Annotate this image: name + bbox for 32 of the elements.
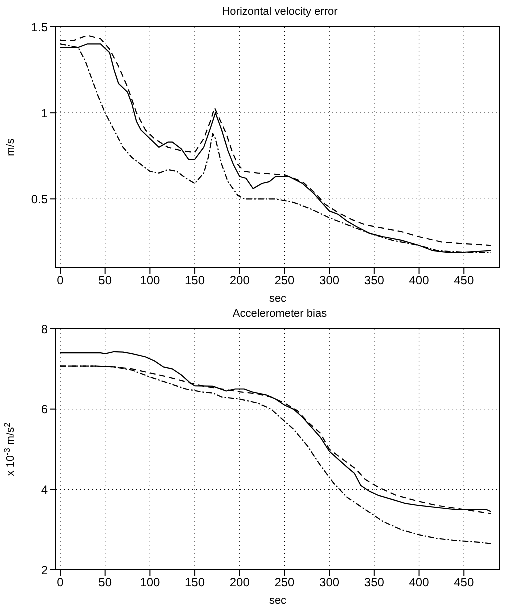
x-tick-label: 150 — [185, 576, 206, 590]
y-tick-label: 1.5 — [31, 20, 48, 34]
chart-title: Accelerometer bias — [232, 308, 328, 320]
x-tick-label: 200 — [230, 576, 250, 590]
y-tick-label: 0.5 — [31, 192, 48, 206]
x-tick-label: 350 — [364, 274, 385, 288]
x-tick-label: 100 — [140, 274, 161, 288]
x-tick-label: 400 — [409, 576, 430, 590]
y-axis-title: m/s — [5, 138, 17, 156]
x-tick-label: 450 — [454, 576, 474, 590]
x-tick-label: 150 — [185, 274, 206, 288]
x-tick-label: 100 — [140, 576, 161, 590]
y-tick-label: 1 — [41, 106, 48, 120]
y-tick-label: 8 — [41, 322, 48, 336]
y-tick-label: 4 — [41, 482, 48, 497]
x-tick-label: 0 — [57, 576, 64, 590]
x-tick-label: 50 — [98, 576, 112, 590]
chart-title: Horizontal velocity error — [221, 5, 339, 20]
x-tick-label: 200 — [230, 274, 250, 288]
y-tick-label: 2 — [41, 563, 48, 578]
y-tick-label: 6 — [41, 402, 48, 417]
x-tick-label: 450 — [454, 274, 474, 288]
x-axis-title: sec — [269, 293, 288, 305]
x-tick-label: 250 — [274, 274, 296, 288]
x-tick-label: 250 — [274, 576, 296, 590]
x-tick-label: 400 — [409, 274, 430, 288]
x-tick-label: 0 — [57, 274, 64, 288]
x-tick-label: 300 — [320, 576, 340, 590]
x-axis-title: sec — [269, 595, 288, 607]
x-tick-label: 50 — [98, 274, 112, 288]
x-tick-label: 300 — [320, 274, 340, 288]
x-tick-label: 350 — [364, 576, 385, 590]
